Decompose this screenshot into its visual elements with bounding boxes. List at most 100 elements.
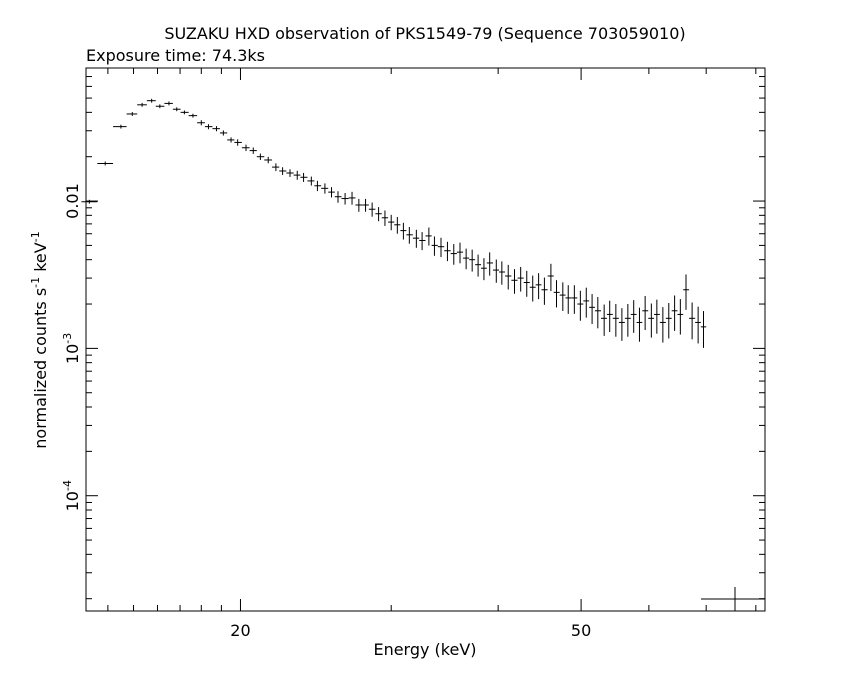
data-point [388,214,395,231]
data-point [505,264,512,290]
data-point [286,169,294,177]
plot-frame [85,67,766,612]
data-point [630,300,637,333]
data-point [375,207,382,222]
data-point [553,280,560,308]
data-point [155,104,165,109]
y-tick-label: 10-4 [61,480,82,511]
data-point [689,302,696,340]
data-point [612,304,619,337]
data-point [450,244,457,265]
data-point [400,222,407,240]
data-point [227,137,235,143]
axis-ticks [86,67,765,611]
data-point [212,126,220,132]
data-point [272,163,280,172]
data-point [437,237,445,258]
y-axis-label-exp2: -1 [29,231,42,242]
data-point [264,156,273,164]
data-point [606,300,613,332]
data-point [469,249,476,272]
y-axis-label-main: normalized counts s [31,288,50,449]
data-point [444,241,451,262]
data-point [431,236,438,256]
data-point [394,216,401,234]
data-point [541,277,548,305]
y-axis-label-exp1: -1 [29,277,42,288]
data-point [241,144,250,152]
data-point [636,307,643,342]
data-point [314,180,322,192]
data-point [256,153,265,160]
data-point [683,274,690,310]
data-point [300,172,308,182]
data-point [499,261,506,285]
data-point [642,295,649,331]
data-point [219,130,228,136]
data-point [234,139,242,146]
data-point [412,229,420,248]
data-point [456,242,464,264]
data-point [293,170,301,180]
y-tick-label: 0.01 [63,183,82,219]
data-point [677,299,684,335]
data-point [307,176,315,186]
data-point [368,202,376,217]
chart-title: SUZAKU HXD observation of PKS1549-79 (Se… [164,24,685,43]
data-point [535,273,542,300]
data-point [589,294,595,325]
data-point [197,120,205,126]
data-point [146,98,156,103]
y-axis-label: normalized counts s-1 keV-1 [29,231,50,448]
data-point [671,295,678,331]
data-point [321,183,329,194]
data-point [600,304,607,336]
data-point [523,270,530,297]
data-point [328,187,335,198]
data-point [172,107,181,112]
data-point [517,266,524,292]
data-point [381,210,389,226]
data-point [481,258,487,281]
data-point [81,199,98,204]
data-point [97,161,114,166]
data-point [492,259,500,283]
data-point [164,101,173,106]
data-point [565,285,572,314]
data-point [419,232,426,251]
x-tick-label: 20 [230,621,250,640]
data-point [204,124,213,130]
data-point [113,124,127,129]
data-point [355,198,363,212]
data-point [137,102,147,107]
data-point [126,112,138,116]
data-point [547,263,554,292]
data-point [425,227,432,246]
data-point [594,297,601,329]
data-point [577,290,584,321]
data-point [583,287,590,318]
data-point [654,299,660,334]
data-point [341,193,349,205]
tick-labels: 20 50 0.01 10-3 10-4 [61,183,591,640]
data-point [188,113,198,118]
data-point [486,252,493,276]
data-point [529,275,536,302]
data-point [362,198,369,212]
data-point [334,191,342,203]
data-point [511,269,518,294]
x-tick-label: 50 [571,621,591,640]
data-point [463,248,470,270]
data-point [618,308,625,341]
data-point [659,307,666,343]
data-point [571,285,578,314]
y-axis-label-mid: keV [31,242,50,277]
data-points [81,98,707,348]
data-point [665,303,672,339]
data-point [475,254,482,277]
legend-crosshair [701,587,765,611]
y-tick-label: 10-3 [61,333,82,364]
data-point [180,110,189,115]
data-point [700,311,707,348]
